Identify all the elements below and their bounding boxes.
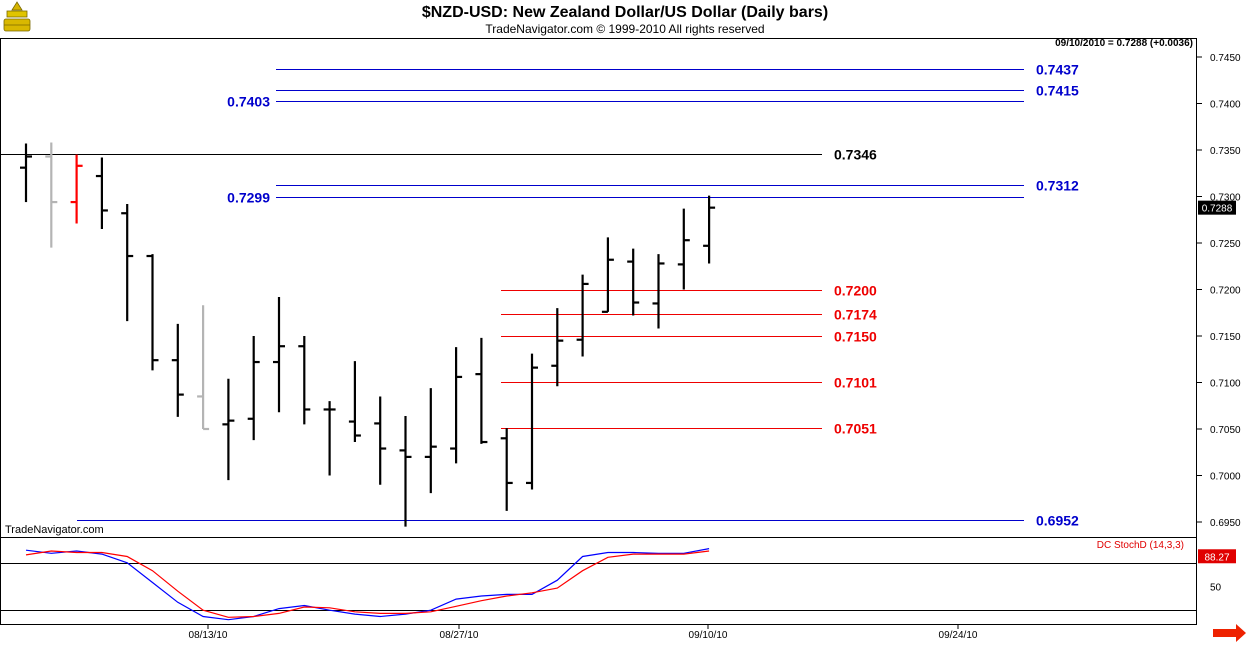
y-tick-label: 0.7000 (1210, 472, 1241, 483)
chart-subtitle: TradeNavigator.com © 1999-2010 All right… (485, 22, 764, 36)
ohlc-bar-08/19/10 (399, 415, 412, 527)
y-tick-label: 0.7050 (1210, 425, 1241, 436)
watermark: TradeNavigator.com (5, 524, 104, 536)
level-label-0.7299: 0.7299 (227, 190, 270, 206)
y-tick-label: 0.7450 (1210, 53, 1241, 64)
level-label-0.7346: 0.7346 (834, 147, 877, 163)
x-tick-label: 09/10/10 (689, 630, 728, 641)
ohlc-bar-08/09/10 (197, 305, 210, 431)
ohlc-bar-08/26/10 (526, 353, 538, 490)
last-quote: 09/10/2010 = 0.7288 (+0.0036) (1055, 38, 1193, 49)
ohlc-bar-08/16/10 (323, 401, 336, 476)
stochastic-indicator: 50 (0, 548, 1222, 621)
ohlc-bar-08/13/10 (298, 336, 311, 425)
ohlc-bar-08/20/10 (424, 388, 437, 494)
ohlc-bar-08/03/10 (95, 157, 108, 230)
level-label-0.7437: 0.7437 (1036, 62, 1079, 78)
ohlc-bar-08/10/10 (222, 378, 235, 481)
ohlc-bar-08/24/10 (475, 337, 488, 444)
price-panel-frame (0, 38, 1197, 538)
level-label-0.7150: 0.7150 (834, 329, 877, 345)
ohlc-bar-08/05/10 (146, 254, 159, 371)
stoch-series-%K (25, 548, 710, 621)
ohlc-bar-08/06/10 (171, 323, 184, 417)
level-label-0.7200: 0.7200 (834, 283, 877, 299)
current-value-labels: 0.7288 88.27 (1198, 200, 1236, 564)
x-tick-label: 09/24/10 (939, 630, 978, 641)
ohlc-bar-09/01/10 (627, 248, 640, 316)
stoch-y-tick-label: 50 (1210, 583, 1222, 594)
level-label-0.7101: 0.7101 (834, 375, 877, 391)
ohlc-bar-08/17/10 (348, 361, 361, 443)
y-tick-label: 0.7350 (1210, 146, 1241, 157)
level-label-0.7415: 0.7415 (1036, 83, 1079, 99)
x-tick-label: 08/13/10 (189, 630, 228, 641)
indicator-panel-frame (0, 537, 1197, 625)
current-price-tag (1198, 200, 1236, 215)
y-tick-label: 0.7150 (1210, 332, 1241, 343)
stoch-value-label: 88.27 (1204, 552, 1229, 563)
y-tick-label: 0.7400 (1210, 100, 1241, 111)
x-tick-label: 08/27/10 (440, 630, 479, 641)
level-label-0.7174: 0.7174 (834, 307, 877, 323)
ohlc-bar-08/04/10 (121, 203, 134, 322)
chart-title: $NZD-USD: New Zealand Dollar/US Dollar (… (422, 4, 828, 21)
scroll-right-arrow[interactable] (1213, 624, 1246, 642)
price-bars (20, 142, 716, 527)
ohlc-bar-09/06/10 (703, 195, 716, 264)
y-tick-label: 0.7200 (1210, 286, 1241, 297)
level-label-0.7312: 0.7312 (1036, 178, 1079, 194)
y-tick-label: 0.7300 (1210, 193, 1241, 204)
stoch-value-tag (1198, 549, 1236, 564)
current-price-label: 0.7288 (1202, 204, 1233, 215)
ohlc-bar-08/31/10 (601, 237, 614, 313)
ohlc-bar-08/12/10 (273, 296, 285, 413)
level-label-0.7403: 0.7403 (227, 94, 270, 110)
price-axis: 0.7450 0.7400 0.7350 0.7300 0.7250 0.7200 0.71… (1196, 53, 1241, 529)
ohlc-bar-07/30/10 (45, 142, 58, 248)
ohlc-bar-07/29/10 (20, 143, 32, 203)
ohlc-bar-08/11/10 (247, 336, 260, 441)
price-levels: 0.7437 0.7415 0.7403 0.7346 0.7312 0.7299 0.72… (0, 62, 1079, 529)
y-tick-label: 0.6950 (1210, 518, 1241, 529)
y-tick-label: 0.7250 (1210, 239, 1241, 250)
ohlc-bar-09/02/10 (652, 254, 665, 329)
stoch-series-%D (25, 550, 710, 618)
ohlc-bar-08/02/10 (70, 154, 83, 224)
ohlc-bar-08/27/10 (551, 308, 564, 387)
level-label-0.6952: 0.6952 (1036, 513, 1079, 529)
ohlc-bar-09/03/10 (677, 208, 690, 290)
level-label-0.7051: 0.7051 (834, 421, 877, 437)
y-tick-label: 0.7100 (1210, 379, 1241, 390)
ohlc-bar-08/25/10 (500, 428, 513, 511)
ohlc-bar-08/18/10 (374, 396, 387, 485)
indicator-name: DC StochD (14,3,3) (1097, 540, 1184, 551)
ohlc-bar-08/23/10 (450, 347, 463, 464)
ohlc-bar-08/30/10 (576, 274, 589, 357)
tradenavigator-logo (3, 1, 31, 32)
date-axis: 08/13/10 08/27/10 09/10/10 09/24/10 (189, 625, 978, 641)
